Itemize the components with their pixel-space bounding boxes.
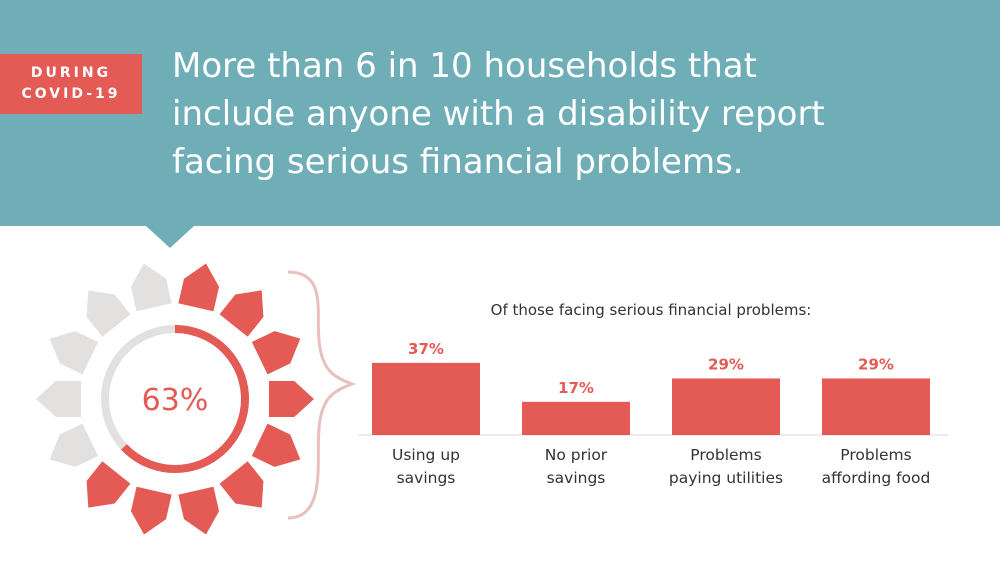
bar-category-label: savings <box>397 469 456 487</box>
tag-line-1: DURING <box>30 65 112 81</box>
house-icon <box>45 418 103 472</box>
bar <box>372 362 480 435</box>
house-icon <box>173 482 224 540</box>
during-covid-tag: DURING COVID-19 <box>0 54 142 114</box>
banner-pointer <box>146 226 194 248</box>
bar-series: 37% Using up savings 17% No prior savings 29% P… <box>372 340 930 487</box>
bar-category-label: Using up <box>392 446 460 464</box>
bar <box>822 378 930 435</box>
center-percent-label: 63% <box>142 383 209 418</box>
bar-value-label: 29% <box>858 355 894 373</box>
house-icon <box>45 326 103 380</box>
bar-category-label: Problems <box>690 446 761 464</box>
house-icon <box>31 377 85 421</box>
ring-arc <box>121 325 249 473</box>
infographic-chart: 63% Of those facing serious financial pr… <box>31 258 948 540</box>
bar-category-label: paying utilities <box>669 469 783 487</box>
bar-value-label: 37% <box>408 340 444 358</box>
house-icon <box>82 285 136 342</box>
house-icon <box>265 377 319 421</box>
headline-line-3: facing serious financial problems. <box>172 142 744 182</box>
bar-chart-title: Of those facing serious financial proble… <box>491 301 812 319</box>
bar-value-label: 29% <box>708 355 744 373</box>
household-ring <box>101 325 249 473</box>
curly-brace <box>287 270 357 520</box>
house-icon <box>82 456 136 513</box>
house-icon <box>247 326 305 380</box>
headline-line-2: include anyone with a disability report <box>172 94 825 134</box>
house-icon <box>214 285 268 342</box>
bar <box>522 401 630 435</box>
house-icon <box>173 258 224 316</box>
house-icon <box>126 482 177 540</box>
bar-category-label: savings <box>547 469 606 487</box>
house-icon <box>214 456 268 513</box>
bar <box>672 378 780 435</box>
bar-category-label: affording food <box>822 469 931 487</box>
header-banner <box>0 0 1000 226</box>
headline: More than 6 in 10 households that includ… <box>172 42 972 186</box>
headline-line-1: More than 6 in 10 households that <box>172 46 757 86</box>
house-icons <box>31 258 319 540</box>
house-icon <box>126 258 177 316</box>
bar-category-label: No prior <box>545 446 608 464</box>
house-icon <box>247 418 305 472</box>
bar-category-label: Problems <box>840 446 911 464</box>
tag-line-2: COVID-19 <box>21 86 121 102</box>
bar-value-label: 17% <box>558 379 594 397</box>
